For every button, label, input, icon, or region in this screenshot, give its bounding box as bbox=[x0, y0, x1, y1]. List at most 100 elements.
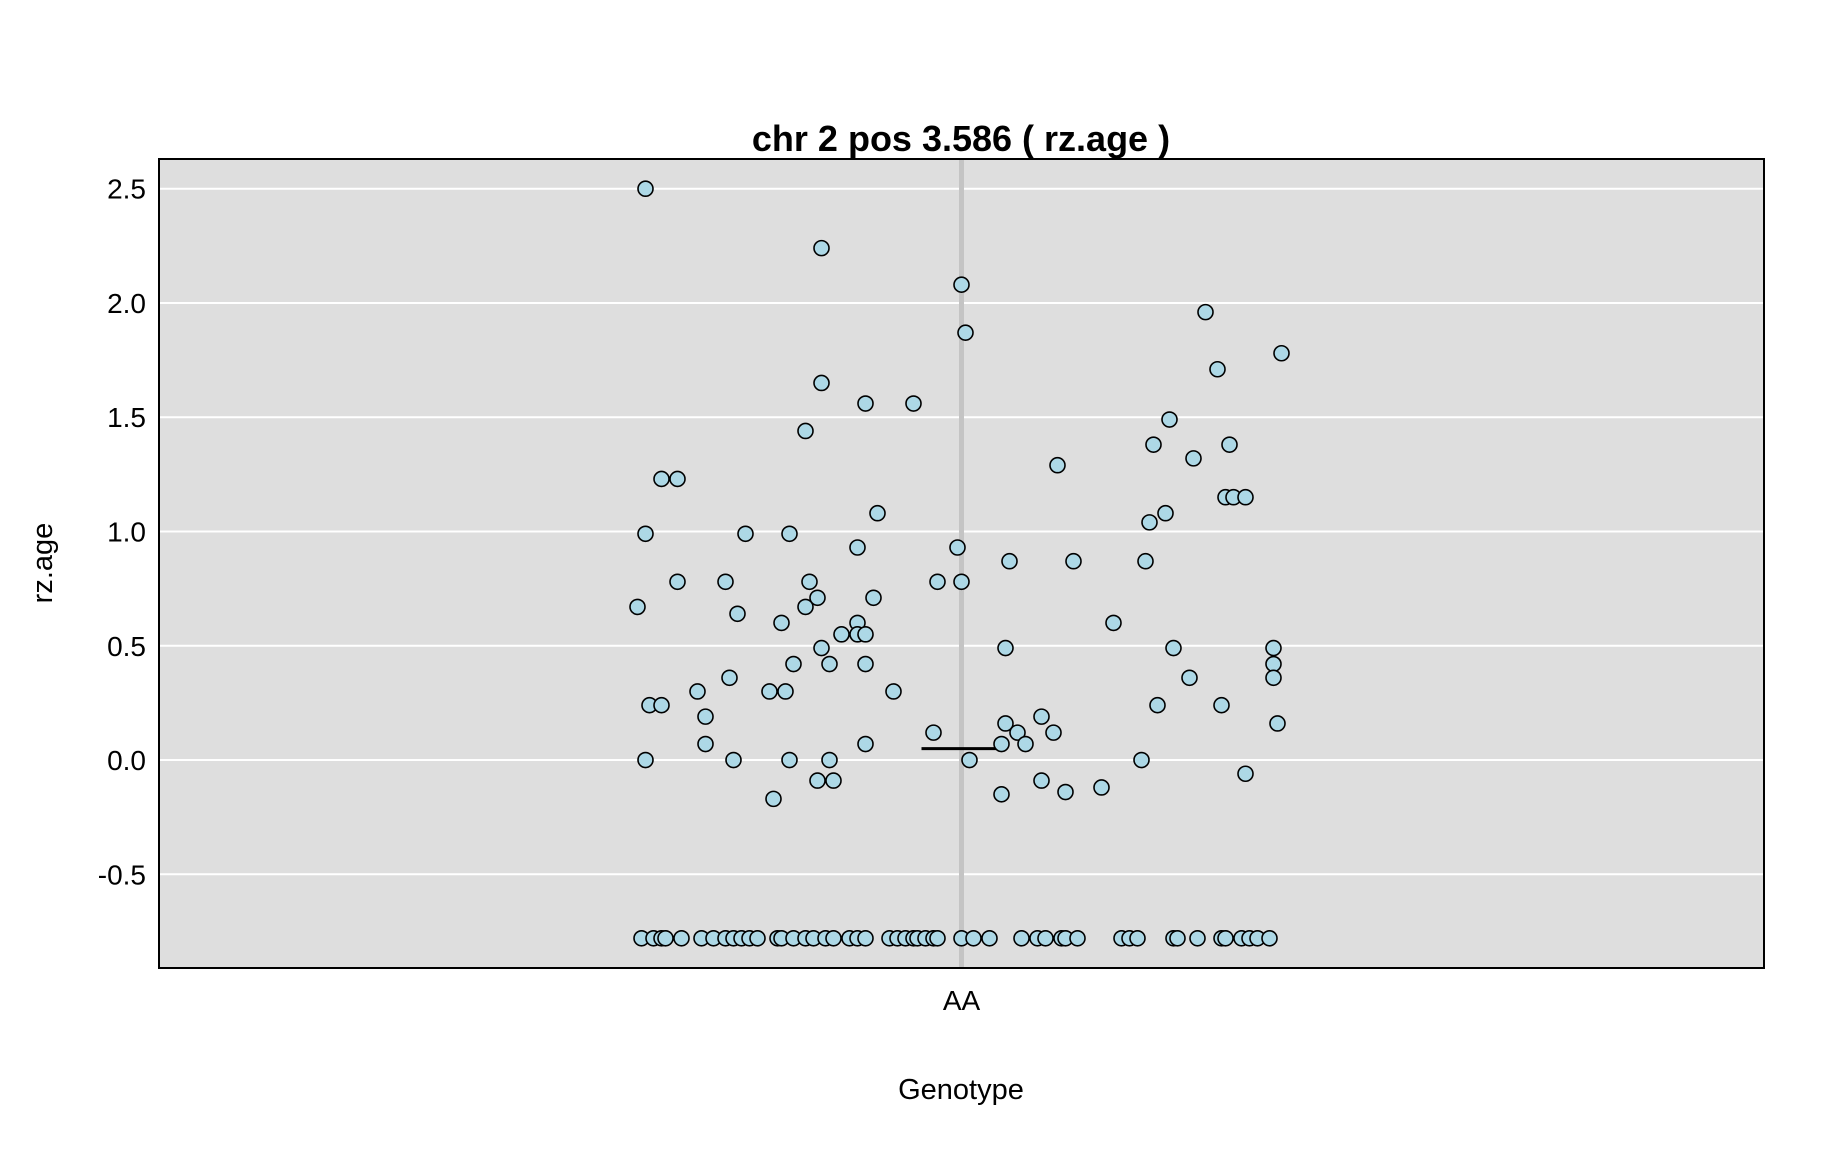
y-tick-label: 2.0 bbox=[107, 288, 146, 319]
y-axis-ticks: 2.5 2.0 1.5 1.0 0.5 0.0 -0.5 bbox=[98, 174, 146, 891]
data-point bbox=[785, 655, 802, 673]
data-point bbox=[857, 655, 874, 673]
data-point bbox=[965, 929, 982, 947]
data-point bbox=[1037, 929, 1054, 947]
data-point bbox=[849, 539, 866, 556]
data-point bbox=[813, 374, 830, 392]
data-point bbox=[1129, 929, 1146, 947]
data-point bbox=[1265, 669, 1282, 687]
y-tick-label: -0.5 bbox=[98, 859, 146, 890]
data-point bbox=[1157, 504, 1174, 522]
data-point bbox=[993, 786, 1010, 803]
data-point bbox=[813, 239, 830, 257]
data-point bbox=[1033, 708, 1050, 725]
data-point bbox=[717, 573, 734, 591]
data-point bbox=[1069, 929, 1086, 947]
data-point bbox=[1057, 783, 1074, 801]
chart-title: chr 2 pos 3.586 ( rz.age ) bbox=[752, 118, 1170, 159]
data-point bbox=[809, 589, 826, 607]
data-point bbox=[1013, 929, 1030, 947]
y-tick-label: 1.0 bbox=[107, 517, 146, 548]
data-point bbox=[857, 626, 874, 643]
data-point bbox=[1189, 929, 1206, 947]
data-point bbox=[1169, 929, 1186, 947]
x-axis-label: Genotype bbox=[898, 1074, 1024, 1106]
data-point bbox=[737, 525, 754, 543]
data-point bbox=[781, 525, 798, 543]
data-point bbox=[689, 683, 706, 700]
data-point bbox=[1145, 436, 1162, 453]
data-point bbox=[821, 655, 838, 673]
y-tick-label: 1.5 bbox=[107, 402, 146, 433]
data-point bbox=[669, 573, 686, 591]
data-point bbox=[1033, 772, 1050, 789]
data-point bbox=[821, 751, 838, 769]
data-point bbox=[1237, 488, 1254, 506]
data-point bbox=[1065, 552, 1082, 570]
data-point bbox=[929, 929, 946, 947]
data-point bbox=[1137, 552, 1154, 570]
data-point bbox=[865, 589, 882, 607]
x-tick-label: AA bbox=[943, 985, 981, 1016]
data-point bbox=[953, 276, 970, 293]
data-point bbox=[1049, 456, 1066, 474]
data-point bbox=[749, 929, 766, 947]
data-point bbox=[857, 735, 874, 753]
data-point bbox=[1221, 436, 1238, 453]
data-point bbox=[997, 639, 1014, 657]
data-point bbox=[1261, 929, 1278, 947]
data-point bbox=[637, 751, 654, 769]
data-point bbox=[673, 929, 690, 947]
data-point bbox=[1273, 344, 1290, 362]
data-point bbox=[637, 180, 654, 198]
data-point bbox=[1217, 929, 1234, 947]
data-point bbox=[1165, 639, 1182, 657]
data-point bbox=[953, 573, 970, 591]
data-point bbox=[857, 395, 874, 412]
data-point bbox=[725, 751, 742, 769]
y-tick-label: 0.0 bbox=[107, 745, 146, 776]
data-point bbox=[885, 683, 902, 700]
data-point bbox=[669, 470, 686, 488]
data-point bbox=[993, 735, 1010, 753]
data-point bbox=[729, 605, 746, 623]
data-point bbox=[765, 790, 782, 808]
data-point bbox=[949, 539, 966, 556]
data-point bbox=[997, 715, 1014, 732]
x-axis-ticks: AA bbox=[943, 985, 981, 1016]
data-point bbox=[797, 422, 814, 440]
data-point bbox=[1197, 303, 1214, 321]
data-point bbox=[1105, 614, 1122, 632]
plot-frame bbox=[158, 158, 1765, 969]
data-point bbox=[1209, 360, 1226, 378]
data-point bbox=[1161, 411, 1178, 428]
data-point bbox=[697, 708, 714, 725]
data-point bbox=[961, 751, 978, 769]
data-point bbox=[825, 929, 842, 947]
data-point bbox=[857, 929, 874, 947]
data-point bbox=[777, 683, 794, 700]
data-point bbox=[1265, 655, 1282, 673]
data-point bbox=[1093, 779, 1110, 796]
data-point bbox=[1009, 724, 1026, 741]
data-point bbox=[905, 395, 922, 412]
data-point bbox=[981, 929, 998, 947]
y-axis-label: rz.age bbox=[27, 523, 59, 604]
data-point bbox=[957, 324, 974, 341]
y-tick-label: 0.5 bbox=[107, 631, 146, 662]
data-point bbox=[721, 669, 738, 687]
data-point bbox=[813, 639, 830, 657]
data-point bbox=[1265, 639, 1282, 657]
data-point bbox=[869, 504, 886, 522]
data-point bbox=[1149, 696, 1166, 714]
data-point bbox=[925, 724, 942, 741]
data-point bbox=[781, 751, 798, 769]
data-point bbox=[1001, 552, 1018, 570]
data-point bbox=[1237, 765, 1254, 783]
data-point bbox=[637, 525, 654, 543]
data-points bbox=[629, 180, 1290, 947]
data-point bbox=[801, 573, 818, 591]
data-point bbox=[653, 470, 670, 488]
data-point bbox=[1213, 696, 1230, 714]
